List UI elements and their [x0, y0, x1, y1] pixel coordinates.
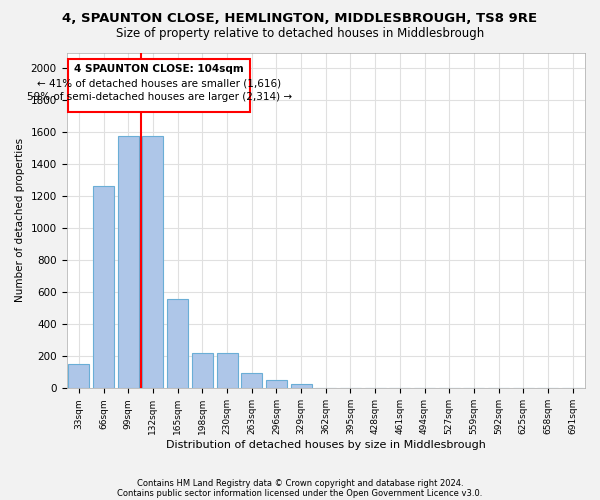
Bar: [167, 299, 188, 388]
Text: ← 41% of detached houses are smaller (1,616): ← 41% of detached houses are smaller (1,…: [37, 78, 281, 88]
Text: Contains public sector information licensed under the Open Government Licence v3: Contains public sector information licen…: [118, 488, 482, 498]
Bar: [217, 353, 238, 388]
Text: 4, SPAUNTON CLOSE, HEMLINGTON, MIDDLESBROUGH, TS8 9RE: 4, SPAUNTON CLOSE, HEMLINGTON, MIDDLESBR…: [62, 12, 538, 26]
Bar: [142, 136, 163, 388]
Text: Size of property relative to detached houses in Middlesbrough: Size of property relative to detached ho…: [116, 28, 484, 40]
Text: 4 SPAUNTON CLOSE: 104sqm: 4 SPAUNTON CLOSE: 104sqm: [74, 64, 244, 74]
Bar: [192, 353, 213, 388]
Bar: [93, 186, 114, 388]
Bar: [290, 384, 311, 388]
Text: Contains HM Land Registry data © Crown copyright and database right 2024.: Contains HM Land Registry data © Crown c…: [137, 478, 463, 488]
X-axis label: Distribution of detached houses by size in Middlesbrough: Distribution of detached houses by size …: [166, 440, 486, 450]
Bar: [118, 136, 139, 388]
FancyBboxPatch shape: [68, 59, 250, 112]
Bar: [266, 380, 287, 388]
Bar: [241, 373, 262, 388]
Y-axis label: Number of detached properties: Number of detached properties: [15, 138, 25, 302]
Text: 59% of semi-detached houses are larger (2,314) →: 59% of semi-detached houses are larger (…: [26, 92, 292, 102]
Bar: [68, 364, 89, 388]
